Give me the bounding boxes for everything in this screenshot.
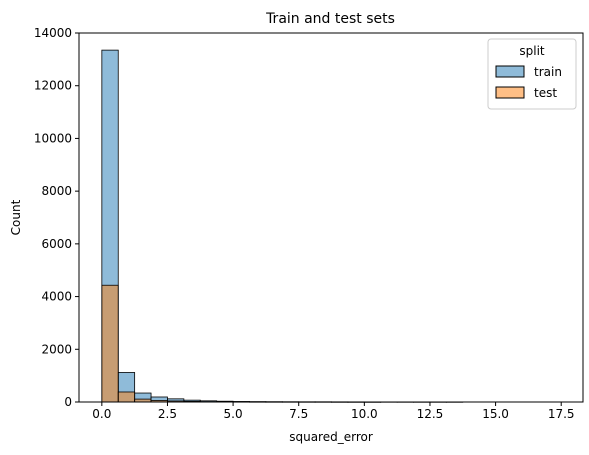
y-axis-label: Count: [9, 199, 23, 235]
plot-frame: [78, 32, 584, 403]
y-tick-label: 10000: [34, 131, 72, 145]
legend: split train test: [487, 38, 577, 110]
y-tick-label: 0: [64, 395, 72, 409]
y-tick-label: 4000: [41, 290, 72, 304]
y-tick-label: 6000: [41, 237, 72, 251]
legend-swatch-test: [495, 86, 525, 99]
legend-swatch-train: [495, 65, 525, 78]
y-axis-ticks: 0 2000 4000 6000 8000 10000 12000 14000: [34, 26, 79, 409]
x-tick-label: 12.5: [417, 407, 444, 421]
x-tick-label: 17.5: [548, 407, 575, 421]
x-tick-label: 7.5: [289, 407, 308, 421]
x-axis-ticks: 0.0 2.5 5.0 7.5 10.0 12.5 15.0 17.5: [92, 402, 575, 421]
test-bar-0: [101, 284, 119, 403]
test-bar-1: [117, 391, 136, 403]
y-tick-label: 8000: [41, 184, 72, 198]
chart-title: Train and test sets: [265, 11, 395, 27]
legend-label-test: test: [534, 86, 557, 100]
x-tick-label: 0.0: [92, 407, 111, 421]
x-tick-label: 5.0: [224, 407, 243, 421]
x-tick-label: 10.0: [351, 407, 378, 421]
y-tick-label: 2000: [41, 342, 72, 356]
y-tick-label: 14000: [34, 26, 72, 40]
y-tick-label: 12000: [34, 79, 72, 93]
x-tick-label: 15.0: [482, 407, 509, 421]
legend-title: split: [519, 44, 545, 58]
x-tick-label: 2.5: [158, 407, 177, 421]
x-axis-label: squared_error: [289, 430, 373, 444]
legend-label-train: train: [534, 65, 562, 79]
